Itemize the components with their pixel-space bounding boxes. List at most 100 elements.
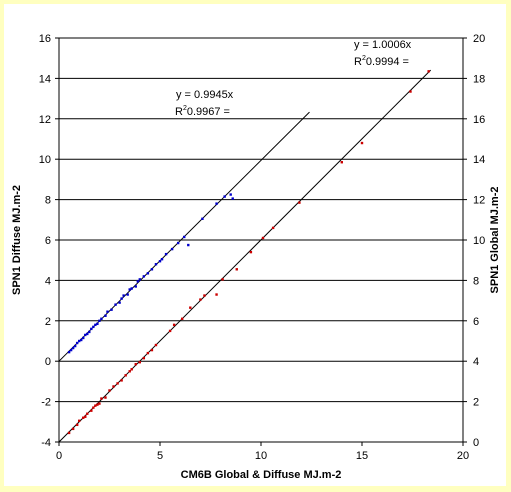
diffuse-data-point xyxy=(82,336,85,340)
global-data-point xyxy=(150,348,154,352)
diffuse-data-point xyxy=(84,333,87,337)
diffuse-data-point xyxy=(126,293,129,296)
global-data-point xyxy=(120,379,123,382)
global-data-point xyxy=(112,385,115,388)
diffuse-equation-label: y = 0.9945x xyxy=(176,89,234,101)
diffuse-data-point xyxy=(231,197,234,200)
global-data-point xyxy=(146,351,150,355)
diffuse-data-point xyxy=(80,338,83,342)
y-axis-title-right: SPN1 Global MJ.m-2 xyxy=(489,187,501,294)
diffuse-data-point xyxy=(106,310,109,313)
diffuse-data-point xyxy=(90,327,93,331)
diffuse-data-point xyxy=(130,287,133,290)
global-data-point xyxy=(130,368,133,371)
global-data-point xyxy=(134,363,137,366)
global-data-point xyxy=(298,201,301,204)
global-data-point xyxy=(94,404,97,407)
diffuse-data-point xyxy=(114,303,117,306)
diffuse-data-point xyxy=(100,317,103,320)
y-left-tick-label: -4 xyxy=(41,437,51,449)
y-right-tick-label: 14 xyxy=(473,154,485,166)
diffuse-data-point xyxy=(201,217,204,220)
global-data-point xyxy=(124,374,127,377)
diffuse-data-point xyxy=(88,330,91,334)
y-right-tick-label: 20 xyxy=(473,33,485,45)
global-data-point xyxy=(86,412,89,415)
diffuse-data-point xyxy=(142,275,146,278)
global-data-point xyxy=(78,419,81,422)
global-data-point xyxy=(100,397,103,400)
diffuse-data-point xyxy=(229,193,232,196)
y-axis-title-left: SPN1 Diffuse MJ.m-2 xyxy=(11,185,23,295)
global-data-point xyxy=(203,294,206,297)
global-data-point xyxy=(82,416,85,419)
global-data-point xyxy=(360,141,364,145)
chart-svg: -4 -2 0 2 4 6 8 10 12 14 16 0 2 4 6 8 10 12 14 16 18 20 0 5 10 15… xyxy=(11,33,501,481)
global-trend-line xyxy=(58,69,432,443)
global-data-point xyxy=(116,382,119,385)
global-data-point xyxy=(142,356,146,360)
diffuse-data-point xyxy=(75,341,79,345)
x-axis-title: CM6B Global & Diffuse MJ.m-2 xyxy=(181,469,342,481)
diffuse-data-point xyxy=(164,252,168,256)
diffuse-data-point xyxy=(223,195,226,198)
diffuse-data-point xyxy=(120,297,123,300)
diffuse-data-point xyxy=(110,308,113,311)
x-tick-label: 5 xyxy=(157,450,163,462)
global-data-point xyxy=(189,306,192,309)
y-left-tick-label: 0 xyxy=(45,356,51,368)
diffuse-data-point xyxy=(170,247,174,251)
diffuse-data-point xyxy=(176,241,180,245)
x-tick-label: 10 xyxy=(255,450,267,462)
diffuse-data-point xyxy=(86,332,89,336)
global-data-point xyxy=(168,329,172,333)
global-data-point xyxy=(261,236,265,240)
global-data-point xyxy=(71,427,75,431)
global-data-point xyxy=(172,323,176,327)
global-data-point xyxy=(427,70,430,73)
global-data-point xyxy=(96,403,99,406)
diffuse-data-point xyxy=(187,243,190,247)
y-right-tick-label: 16 xyxy=(473,114,485,126)
diffuse-data-point xyxy=(67,350,71,354)
y-left-tick-label: 14 xyxy=(39,73,51,85)
diffuse-data-point xyxy=(96,322,99,326)
global-data-point xyxy=(108,389,111,392)
trend-lines xyxy=(58,69,432,443)
diffuse-data-point xyxy=(215,202,218,205)
global-data-point xyxy=(67,431,71,435)
global-data-point xyxy=(409,90,412,93)
y-left-tick-label: -2 xyxy=(41,397,51,409)
global-data-point xyxy=(199,298,202,301)
y-right-tick-label: 6 xyxy=(473,316,479,328)
global-data-point xyxy=(249,250,253,254)
y-right-tick-label: 12 xyxy=(473,195,485,207)
global-data-point xyxy=(128,370,131,373)
diffuse-data-point xyxy=(160,257,164,261)
y-left-tick-label: 10 xyxy=(39,154,51,166)
diffuse-data-point xyxy=(158,260,162,263)
y-left-tick-label: 4 xyxy=(45,275,51,287)
global-data-point xyxy=(104,396,107,399)
global-equation-label: y = 1.0006x xyxy=(354,39,412,51)
x-tick-label: 0 xyxy=(56,450,62,462)
y-left-tick-label: 2 xyxy=(45,316,51,328)
diffuse-data-point xyxy=(94,323,97,327)
global-r2-label: R20.9994 = xyxy=(354,55,409,68)
global-data-point xyxy=(271,226,275,230)
global-data-point xyxy=(340,161,343,164)
diffuse-data-point xyxy=(92,325,95,329)
global-data-point xyxy=(235,268,238,271)
diffuse-data-point xyxy=(146,272,150,275)
global-data-point xyxy=(92,406,95,409)
global-data-point xyxy=(98,402,101,405)
diffuse-data-point xyxy=(154,263,158,266)
diffuse-data-point xyxy=(118,301,121,304)
diffuse-data-point xyxy=(134,285,137,288)
x-tick-label: 20 xyxy=(457,450,469,462)
diffuse-data-point xyxy=(78,339,81,343)
global-data-point xyxy=(84,415,87,418)
y-right-tick-label: 10 xyxy=(473,235,485,247)
global-data-point xyxy=(221,278,224,281)
y-right-tick-label: 0 xyxy=(473,437,479,449)
